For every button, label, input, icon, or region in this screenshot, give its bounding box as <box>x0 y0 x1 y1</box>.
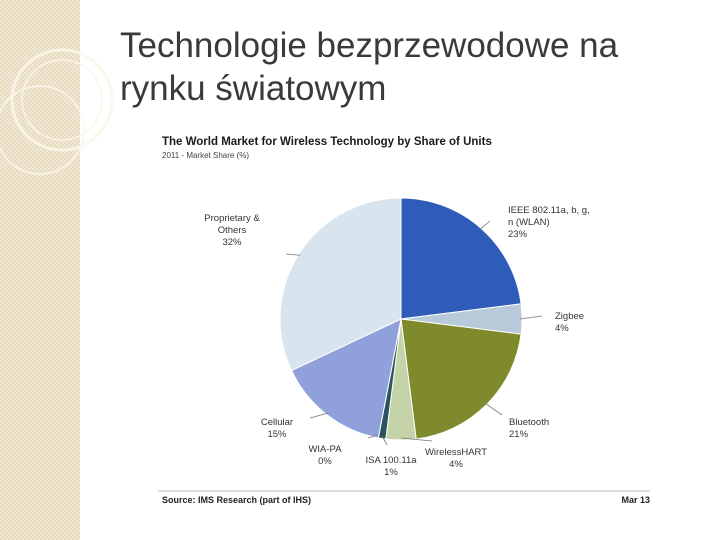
slice-value-label-5: 0% <box>318 456 332 467</box>
slice-value-label-4: 1% <box>384 467 398 478</box>
pie-slice-7 <box>279 197 402 372</box>
slice-label-6: Cellular <box>261 417 293 428</box>
slice-value-label-0: 23% <box>508 229 528 240</box>
slice-value-label-7: 32% <box>222 237 242 248</box>
slice-label-7: Proprietary & <box>204 213 260 224</box>
slide-title: Technologie bezprzewodowe na rynku świat… <box>120 26 619 108</box>
slice-label-5: WIA-PA <box>308 444 342 455</box>
chart-source: Source: IMS Research (part of IHS) <box>162 495 311 505</box>
leader-line-1 <box>519 315 543 320</box>
leader-line-7 <box>285 253 301 256</box>
slice-label-0: n (WLAN) <box>508 217 550 228</box>
slice-label-4: ISA 100.11a <box>365 455 417 466</box>
slice-value-label-1: 4% <box>555 323 569 334</box>
leader-line-4 <box>382 436 388 446</box>
chart-title: The World Market for Wireless Technology… <box>162 136 492 148</box>
leader-line-0 <box>479 220 491 231</box>
slice-label-1: Zigbee <box>555 311 584 322</box>
slice-value-label-6: 15% <box>267 429 287 440</box>
slice-label-2: Bluetooth <box>509 417 549 428</box>
leader-line-6 <box>309 412 329 419</box>
leader-line-5 <box>367 435 377 439</box>
slice-value-label-3: 4% <box>449 459 463 470</box>
decorative-circles <box>0 48 114 175</box>
pie-chart: The World Market for Wireless Technology… <box>158 136 650 505</box>
leader-line-3 <box>400 437 433 442</box>
pie-slice-0 <box>400 197 522 320</box>
slice-label-7: Others <box>218 225 247 236</box>
leader-line-2 <box>484 402 503 416</box>
slice-value-label-2: 21% <box>509 429 529 440</box>
pie-slice-2 <box>400 318 522 440</box>
chart-date: Mar 13 <box>621 495 650 505</box>
chart-subtitle: 2011 - Market Share (%) <box>162 151 249 160</box>
pie-slice-6 <box>290 318 402 439</box>
slice-label-3: WirelessHART <box>425 447 487 458</box>
slice-label-0: IEEE 802.11a, b, g, <box>508 205 590 216</box>
